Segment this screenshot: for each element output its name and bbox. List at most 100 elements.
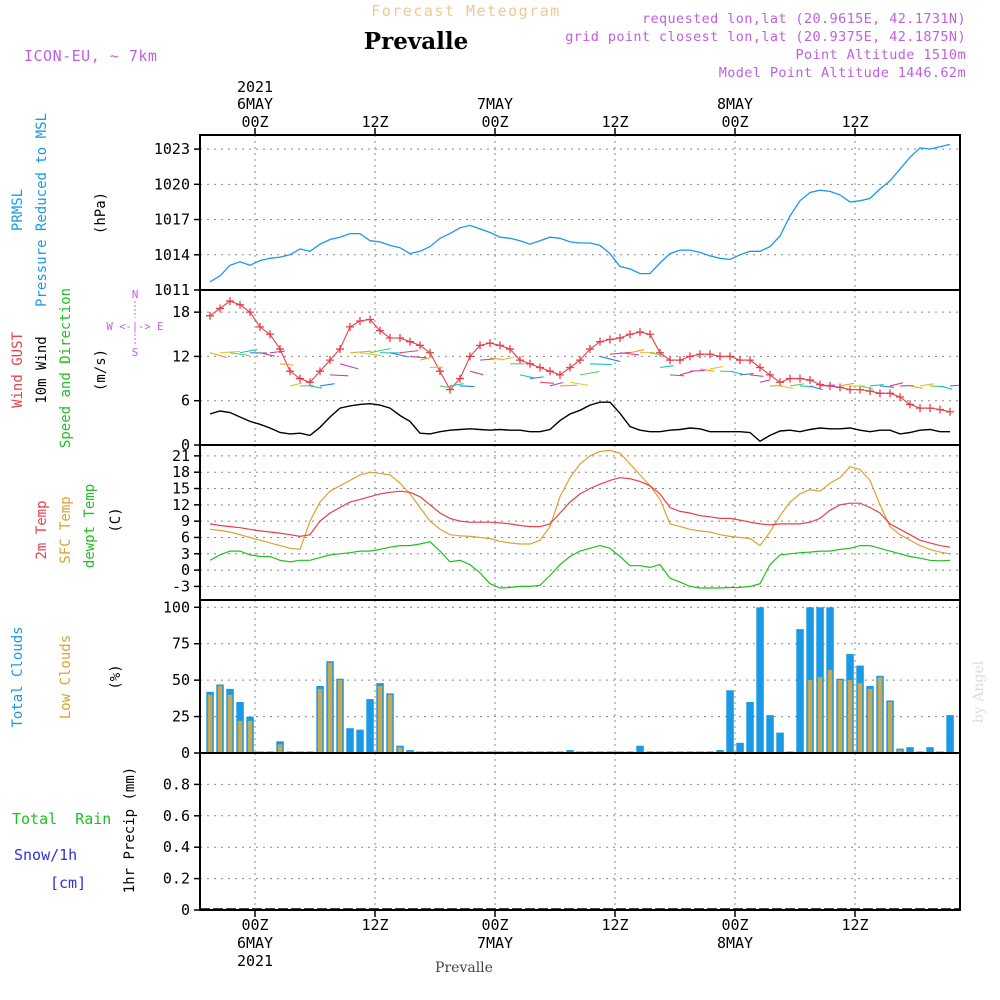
wind-arrow xyxy=(339,363,359,370)
wind-gust-marker xyxy=(426,348,434,357)
wind-gust-marker xyxy=(846,385,854,394)
panel-frame xyxy=(199,752,961,911)
y-tick-label: 1017 xyxy=(154,211,190,229)
total-clouds-bar xyxy=(746,702,754,753)
x-day-label-bottom: 7MAY xyxy=(477,934,513,952)
wind-gust-marker xyxy=(716,352,724,361)
wind-arrow xyxy=(449,383,464,387)
total-clouds-bar xyxy=(716,750,724,753)
wind-gust-marker xyxy=(486,339,494,348)
low-clouds-bar xyxy=(317,688,323,753)
wind-gust-marker xyxy=(536,363,544,372)
wind-gust-marker xyxy=(346,322,354,331)
y-tick-label: 3 xyxy=(181,545,190,563)
wind-gust-marker xyxy=(306,378,314,387)
wind-arrow xyxy=(709,366,724,370)
total-clouds-bar xyxy=(726,690,734,753)
wind-gust-marker xyxy=(806,376,814,385)
wind-gust-marker xyxy=(626,330,634,339)
wind-arrow xyxy=(349,350,372,354)
wind-gust-marker xyxy=(556,370,564,379)
y-tick-label: 0.2 xyxy=(163,870,190,888)
wind-gust-marker xyxy=(776,378,784,387)
wind-arrow xyxy=(569,381,589,386)
wind-gust-marker xyxy=(946,407,954,416)
wind-gust-marker xyxy=(766,370,774,379)
panel-frame xyxy=(199,289,961,446)
label-total-clouds: Total Clouds xyxy=(10,626,26,727)
total-clouds-bar xyxy=(636,745,644,753)
low-clouds-bar xyxy=(817,677,823,753)
wind-gust-marker xyxy=(396,333,404,342)
low-clouds-bar xyxy=(377,686,383,753)
wind-arrow xyxy=(439,385,454,389)
compass-we: W <-|-> E xyxy=(107,321,164,333)
panel-frame xyxy=(199,444,961,601)
wind-gust-marker xyxy=(936,405,944,414)
wind-gust-marker xyxy=(466,352,474,361)
wind-arrow xyxy=(949,384,960,387)
wind-10m-line xyxy=(209,401,950,443)
compass-s: S xyxy=(132,346,139,359)
wind-arrow xyxy=(699,368,715,372)
wind-arrow xyxy=(309,385,323,389)
x-year-label-top: 2021 xyxy=(237,78,273,96)
wind-arrow xyxy=(219,350,241,354)
y-tick-label: 15 xyxy=(172,480,190,498)
label-c-unit: (C) xyxy=(108,507,124,532)
label-2m-temp: 2m Temp xyxy=(34,500,50,559)
wind-arrow xyxy=(729,370,743,375)
wind-gust-marker xyxy=(206,311,214,320)
total-clouds-bar xyxy=(926,747,934,753)
panel-frame xyxy=(199,134,961,291)
wind-gust-marker xyxy=(386,333,394,342)
low-clouds-bar xyxy=(877,677,883,753)
wind-gust-marker xyxy=(576,356,584,365)
wind-gust-marker xyxy=(416,341,424,350)
x-tick-label-bottom: 12Z xyxy=(361,916,388,934)
wind-gust-marker xyxy=(566,363,574,372)
wind-gust-marker xyxy=(266,330,274,339)
total-clouds-bar xyxy=(356,729,364,753)
pressure-line xyxy=(209,143,951,283)
wind-gust-marker xyxy=(616,333,624,342)
compass-n: N xyxy=(132,288,139,301)
compass-rose: N S W <-|-> E xyxy=(107,288,164,359)
wind-gust-marker xyxy=(366,315,374,324)
y-tick-label: 0.4 xyxy=(163,838,190,856)
wind-arrow xyxy=(869,383,884,387)
x-year-label-bottom: 2021 xyxy=(237,952,273,970)
wind-gust-marker xyxy=(456,374,464,383)
wind-arrow xyxy=(209,352,227,359)
total-clouds-bar xyxy=(766,715,774,753)
wind-arrow xyxy=(649,352,664,356)
wind-arrow xyxy=(909,385,924,389)
wind-arrow xyxy=(469,370,484,376)
wind-gust-marker xyxy=(786,374,794,383)
wind-gust-marker xyxy=(756,363,764,372)
low-clouds-bar xyxy=(857,683,863,753)
low-clouds-bar xyxy=(897,750,903,753)
wind-gust-marker xyxy=(216,304,224,313)
low-clouds-bar xyxy=(217,686,223,753)
total-clouds-bar xyxy=(946,715,954,753)
axes: 10111014101710201023061218-3036912151821… xyxy=(154,78,961,970)
wind-arrow xyxy=(789,383,804,387)
total-clouds-bar xyxy=(736,742,744,753)
wind-gust-marker xyxy=(676,356,684,365)
wind-arrow xyxy=(329,374,349,377)
wind-arrow xyxy=(539,381,554,384)
wind-gust-marker xyxy=(636,328,644,337)
y-tick-label: 1023 xyxy=(154,140,190,158)
low-clouds-bar xyxy=(807,680,813,753)
wind-arrow xyxy=(739,373,754,376)
wind-arrow xyxy=(589,363,612,366)
wind-gust-marker xyxy=(666,356,674,365)
y-tick-label: 0 xyxy=(181,901,190,919)
total-clouds-bar xyxy=(776,732,784,753)
low-clouds-bar xyxy=(327,662,333,753)
y-tick-label: 1014 xyxy=(154,246,190,264)
wind-gust-marker xyxy=(706,350,714,359)
wind-arrow xyxy=(629,349,645,354)
total-clouds-bar xyxy=(566,750,574,753)
